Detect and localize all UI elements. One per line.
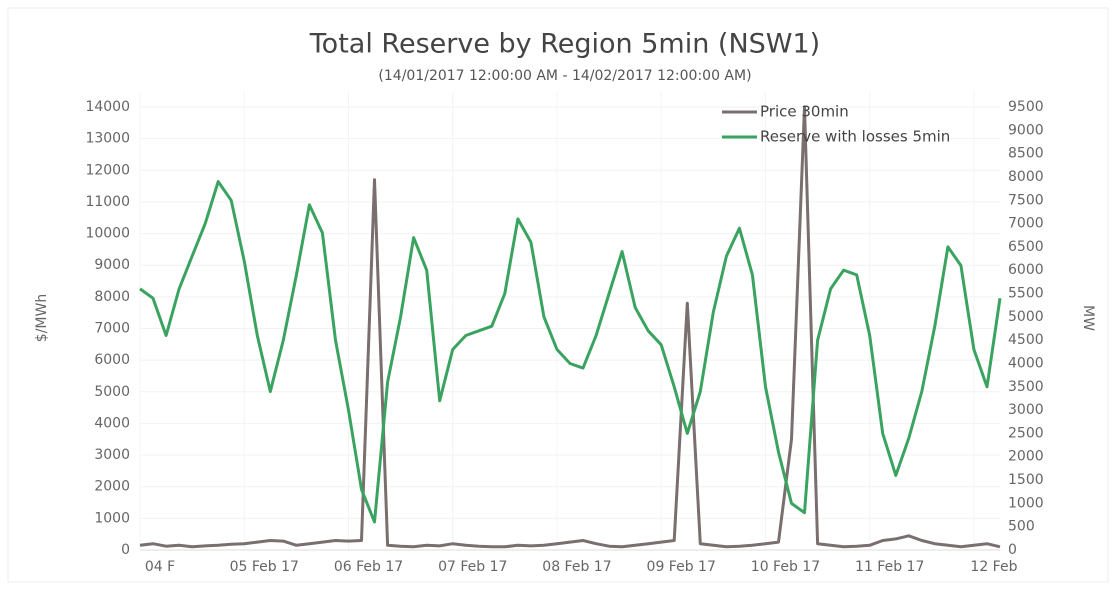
y-tick-label: 11000	[85, 194, 130, 210]
x-tick-label: 06 Feb 17	[334, 559, 403, 575]
y-tick-label: 2000	[94, 479, 130, 495]
y2-tick-label: 2500	[1008, 425, 1044, 441]
x-tick-label: 08 Feb 17	[542, 559, 611, 575]
y-axis-label: $/MWh	[34, 294, 50, 342]
series-line	[139, 105, 1001, 549]
x-tick-label: 04 F	[145, 559, 175, 575]
y2-tick-label: 0	[1008, 542, 1017, 558]
y2-tick-label: 500	[1008, 519, 1035, 535]
y2-tick-label: 8500	[1008, 146, 1044, 162]
y2-tick-label: 4500	[1008, 332, 1044, 348]
y-tick-label: 5000	[94, 384, 130, 400]
y-tick-label: 13000	[85, 131, 130, 147]
y2-tick-label: 4000	[1008, 355, 1044, 371]
x-tick-label: 12 Feb	[970, 559, 1017, 575]
y2-tick-label: 8000	[1008, 169, 1044, 185]
x-tick-label: 05 Feb 17	[230, 559, 299, 575]
x-tick-label: 10 Feb 17	[751, 559, 820, 575]
y-tick-label: 12000	[85, 162, 130, 178]
y2-axis-label: MW	[1080, 305, 1096, 331]
y2-tick-label: 3000	[1008, 402, 1044, 418]
y-tick-label: 14000	[85, 99, 130, 115]
series-line	[139, 180, 1002, 524]
chart-title: Total Reserve by Region 5min (NSW1)	[309, 29, 820, 60]
chart-subtitle: (14/01/2017 12:00:00 AM - 14/02/2017 12:…	[378, 68, 751, 84]
legend-label: Reserve with losses 5min	[760, 128, 950, 146]
y2-tick-label: 2000	[1008, 449, 1044, 465]
chart-frame	[7, 7, 1109, 583]
y2-tick-label: 5500	[1008, 286, 1044, 302]
x-tick-label: 07 Feb 17	[438, 559, 507, 575]
y2-tick-label: 1000	[1008, 495, 1044, 511]
y2-tick-label: 5000	[1008, 309, 1044, 325]
y2-tick-label: 6500	[1008, 239, 1044, 255]
y-tick-label: 10000	[85, 226, 130, 242]
y-tick-label: 0	[121, 542, 130, 558]
y-tick-label: 8000	[94, 289, 130, 305]
x-tick-label: 09 Feb 17	[647, 559, 716, 575]
y-tick-label: 9000	[94, 257, 130, 273]
y2-tick-label: 9000	[1008, 122, 1044, 138]
y-tick-label: 7000	[94, 321, 130, 337]
y-tick-label: 4000	[94, 415, 130, 431]
y-tick-label: 1000	[94, 510, 130, 526]
y-tick-label: 6000	[94, 352, 130, 368]
y2-tick-label: 9500	[1008, 99, 1044, 115]
legend-label: Price 30min	[760, 103, 849, 121]
y2-tick-label: 3500	[1008, 379, 1044, 395]
y2-tick-label: 1500	[1008, 472, 1044, 488]
y2-tick-label: 7500	[1008, 192, 1044, 208]
y2-tick-label: 7000	[1008, 216, 1044, 232]
y2-tick-label: 6000	[1008, 262, 1044, 278]
x-tick-label: 11 Feb 17	[855, 559, 924, 575]
y-tick-label: 3000	[94, 447, 130, 463]
